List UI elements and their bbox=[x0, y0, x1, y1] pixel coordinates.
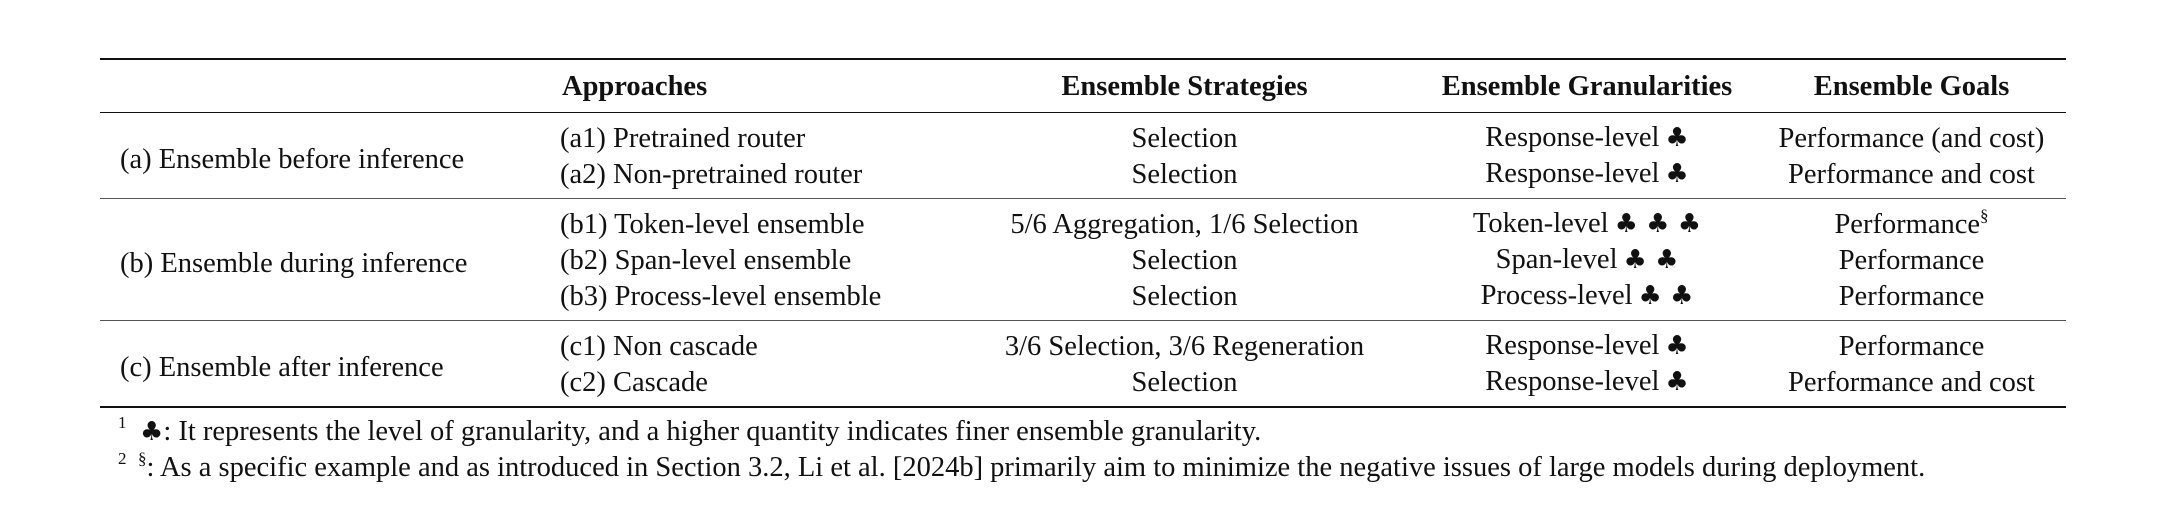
header-approaches: Approaches bbox=[552, 58, 952, 113]
header-strategies: Ensemble Strategies bbox=[952, 58, 1417, 113]
approach-cell: (b3) Process-level ensemble bbox=[552, 278, 952, 321]
granularity-cell: Process-level ♣ ♣ bbox=[1417, 278, 1757, 321]
strategy-cell: Selection bbox=[1131, 244, 1238, 276]
goal-cell: Performance (and cost) bbox=[1757, 113, 2066, 157]
club-icon: ♣ ♣ bbox=[1623, 245, 1679, 275]
granularity-text: Response-level bbox=[1485, 158, 1660, 189]
granularity-cell: Span-level ♣ ♣ bbox=[1417, 242, 1757, 278]
group-label-after: (c) Ensemble after inference bbox=[100, 320, 552, 408]
approach-cell: (b2) Span-level ensemble bbox=[560, 244, 852, 276]
table-row: (b3) Process-level ensemble Selection Pr… bbox=[100, 278, 2066, 321]
goal-cell: Performance§ bbox=[1757, 199, 2066, 243]
goal-text: Performance and cost bbox=[1788, 366, 2035, 398]
strategy-cell: Selection bbox=[1131, 122, 1238, 154]
strategy-cell: Selection bbox=[952, 278, 1417, 321]
strategy-cell: Selection bbox=[952, 156, 1417, 199]
granularity-text: Response-level bbox=[1485, 366, 1660, 397]
strategy-cell: 5/6 Aggregation, 1/6 Selection bbox=[1010, 208, 1359, 240]
table-row: (b) Ensemble during inference (b1) Token… bbox=[100, 198, 2066, 321]
club-icon: ♣ bbox=[1665, 331, 1689, 361]
granularity-cell: Response-level ♣ bbox=[1417, 113, 1757, 157]
club-icon: ♣ bbox=[1665, 123, 1689, 153]
club-icon: ♣ ♣ bbox=[1638, 281, 1694, 311]
granularity-text: Token-level bbox=[1472, 208, 1609, 239]
group-label-during: (b) Ensemble during inference bbox=[100, 198, 552, 321]
goal-cell: Performance bbox=[1757, 242, 2066, 278]
header-granularities: Ensemble Granularities bbox=[1417, 58, 1757, 113]
footnote-text: : As a specific example and as introduce… bbox=[146, 452, 1926, 483]
granularity-cell: Response-level ♣ bbox=[1417, 156, 1757, 199]
header-row: Approaches Ensemble Strategies Ensemble … bbox=[100, 58, 2066, 113]
club-icon: ♣ bbox=[140, 417, 164, 447]
club-icon: ♣ bbox=[1665, 159, 1689, 189]
granularity-text: Response-level bbox=[1485, 122, 1660, 153]
goal-cell: Performance and cost bbox=[1757, 364, 2066, 408]
header-empty bbox=[100, 58, 552, 113]
goal-cell: Performance bbox=[1757, 278, 2066, 321]
footnote-text: : It represents the level of granularity… bbox=[163, 416, 1262, 447]
goal-text: Performance and cost bbox=[1788, 158, 2035, 190]
table-row: (c2) Cascade Selection Response-level ♣ P… bbox=[100, 364, 2066, 408]
table-container: Approaches Ensemble Strategies Ensemble … bbox=[100, 58, 2066, 485]
granularity-text: Span-level bbox=[1495, 244, 1618, 275]
granularity-cell: Response-level ♣ bbox=[1417, 321, 1757, 365]
table-row: (b2) Span-level ensemble Selection Span-… bbox=[100, 242, 2066, 278]
goal-text: Performance bbox=[1838, 330, 1985, 362]
strategy-cell: 3/6 Selection, 3/6 Regeneration bbox=[1004, 330, 1365, 362]
goal-text: Performance bbox=[1838, 280, 1985, 312]
section-mark-icon: § bbox=[138, 449, 147, 468]
section-mark-icon: § bbox=[1980, 205, 1989, 225]
approach-cell: (c2) Cascade bbox=[552, 364, 952, 408]
approach-cell: (b1) Token-level ensemble bbox=[560, 208, 865, 240]
approach-cell: (c1) Non cascade bbox=[560, 330, 758, 362]
approach-cell: (a2) Non-pretrained router bbox=[552, 156, 952, 199]
header-goals: Ensemble Goals bbox=[1757, 58, 2066, 113]
footnote-2: 2 §: As a specific example and as introdu… bbox=[118, 449, 1926, 483]
footnote-1: 1 ♣: It represents the level of granulari… bbox=[118, 413, 1262, 447]
granularity-cell: Token-level ♣ ♣ ♣ bbox=[1417, 199, 1757, 243]
club-icon: ♣ ♣ ♣ bbox=[1614, 209, 1702, 239]
goal-cell: Performance and cost bbox=[1757, 156, 2066, 199]
approach-cell: (a1) Pretrained router bbox=[560, 122, 806, 154]
ensemble-comparison-table: Approaches Ensemble Strategies Ensemble … bbox=[100, 58, 2066, 408]
footnotes: 1 ♣: It represents the level of granulari… bbox=[100, 414, 2066, 485]
club-icon: ♣ bbox=[1665, 367, 1689, 397]
strategy-cell: Selection bbox=[952, 364, 1417, 408]
granularity-text: Process-level bbox=[1480, 280, 1633, 311]
goal-text: Performance bbox=[1838, 244, 1985, 276]
goal-cell: Performance bbox=[1757, 321, 2066, 365]
granularity-cell: Response-level ♣ bbox=[1417, 364, 1757, 408]
group-label-before: (a) Ensemble before inference bbox=[100, 112, 552, 199]
table-row: (a) Ensemble before inference (a1) Pretr… bbox=[100, 112, 2066, 199]
granularity-text: Response-level bbox=[1485, 330, 1660, 361]
table-row: (c) Ensemble after inference (c1) Non ca… bbox=[100, 320, 2066, 408]
table-row: (a2) Non-pretrained router Selection Res… bbox=[100, 156, 2066, 199]
goal-text: Performance bbox=[1834, 208, 1981, 240]
goal-text: Performance (and cost) bbox=[1778, 122, 2045, 154]
